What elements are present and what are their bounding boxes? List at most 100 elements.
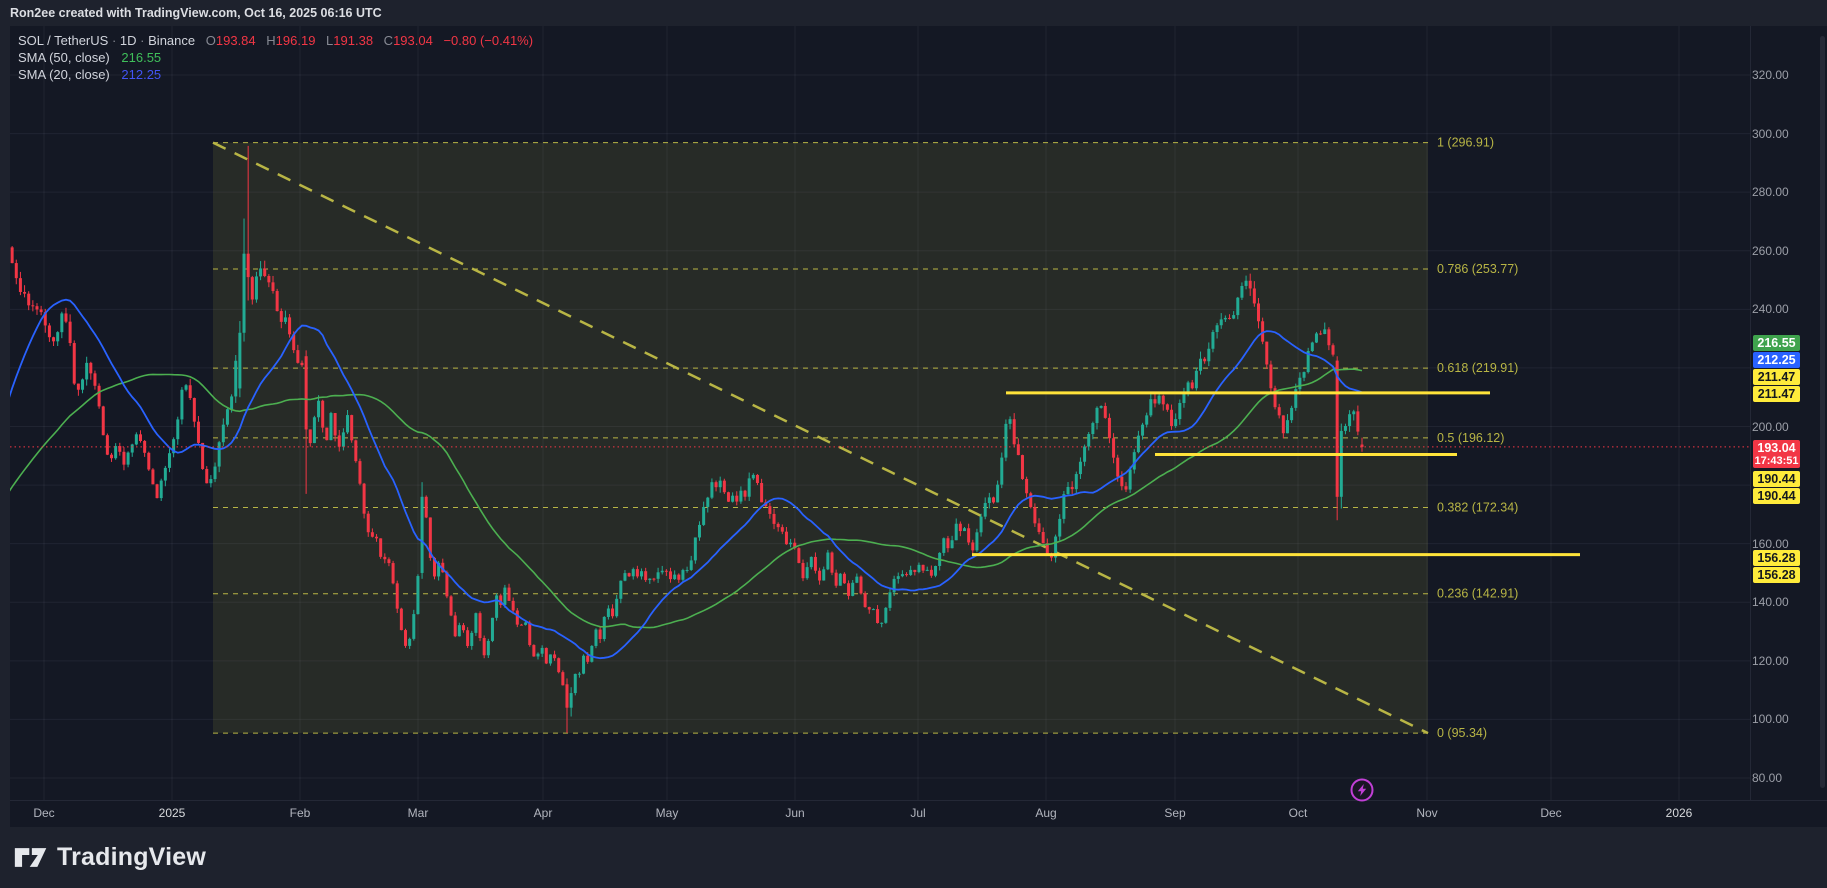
candle-body — [1170, 409, 1174, 426]
attribution-text: Ron2ee created with TradingView.com, Oct… — [10, 6, 382, 20]
candle-body — [308, 429, 312, 444]
legend-symbol-row[interactable]: SOL / TetherUS · 1D · Binance O193.84 H1… — [18, 33, 534, 48]
candle-body — [1265, 341, 1269, 365]
fib-trend-line[interactable] — [212, 141, 1429, 735]
candle-body — [1323, 329, 1327, 334]
candle-body — [250, 277, 254, 300]
candle-body — [399, 608, 403, 631]
sma20-line[interactable] — [8, 298, 1363, 660]
candle-body — [884, 607, 888, 623]
chart-pane[interactable] — [10, 26, 1827, 800]
price-line-label[interactable]: 212.25 — [1753, 352, 1800, 368]
candle-body — [350, 415, 354, 441]
price-line-label[interactable]: 211.47 — [1753, 386, 1800, 402]
candle-body — [143, 441, 147, 453]
time-axis-label[interactable]: Oct — [1288, 806, 1308, 820]
price-line-label[interactable]: 156.28 — [1753, 550, 1800, 566]
candle-body — [172, 439, 176, 454]
last-price-label[interactable]: 193.04 17:43:51 — [1753, 440, 1800, 468]
candle-body — [362, 483, 366, 514]
candle-body — [892, 578, 896, 593]
time-axis-label[interactable]: Feb — [289, 806, 311, 820]
candle-body — [1281, 415, 1285, 434]
ohlc-high-key: H — [266, 33, 276, 48]
time-axis-label[interactable]: 2025 — [158, 806, 186, 820]
candle-body — [776, 523, 780, 528]
candle-body — [950, 540, 954, 549]
candle-body — [47, 325, 51, 338]
interval-label[interactable]: 1D — [119, 33, 137, 48]
time-axis-label[interactable]: 2026 — [1665, 806, 1693, 820]
candle-body — [519, 624, 523, 626]
price-line-label[interactable]: 190.44 — [1753, 471, 1800, 487]
sma-lines[interactable] — [8, 298, 1363, 660]
price-line-label[interactable]: 211.47 — [1753, 369, 1800, 385]
candle-body — [428, 517, 432, 558]
time-axis-label[interactable]: Aug — [1035, 806, 1057, 820]
price-line-label[interactable]: 216.55 — [1753, 335, 1800, 351]
legend-sma50-row[interactable]: SMA (50, close) 216.55 — [18, 50, 533, 67]
lightning-icon[interactable] — [1350, 778, 1374, 802]
candle-body — [602, 616, 606, 639]
time-axis-label[interactable]: May — [655, 806, 679, 820]
candle-body — [1070, 486, 1074, 490]
ohlc-low-value: 191.38 — [333, 33, 374, 48]
price-line-label[interactable]: 190.44 — [1753, 488, 1800, 504]
fib-level-label: 1 (296.91) — [1437, 136, 1494, 150]
candle-body — [217, 442, 221, 467]
candle-body — [1294, 389, 1298, 408]
candle-body — [101, 406, 105, 436]
candle-body — [242, 253, 246, 333]
candle-body — [296, 350, 300, 363]
candle-body — [615, 598, 619, 617]
candle-body — [780, 527, 784, 532]
time-axis-label[interactable]: Mar — [407, 806, 429, 820]
candle-body — [1008, 419, 1012, 424]
fib-retracement-tool[interactable] — [212, 141, 1429, 735]
sma50-line[interactable] — [8, 368, 1363, 629]
candle-body — [1103, 405, 1107, 418]
candle-body — [664, 570, 668, 572]
exchange-label: Binance — [148, 33, 196, 48]
candle-body — [880, 622, 884, 624]
candle-body — [1033, 507, 1037, 524]
candle-body — [1029, 493, 1033, 508]
time-axis-label[interactable]: Jun — [785, 806, 805, 820]
candle-body — [1037, 523, 1041, 532]
scrollbar-thumb[interactable] — [1820, 36, 1825, 788]
candle-body — [1273, 388, 1277, 408]
candle-body — [180, 389, 184, 420]
time-axis-label[interactable]: Jul — [910, 806, 926, 820]
chart-legend[interactable]: SOL / TetherUS · 1D · Binance O193.84 H1… — [18, 33, 533, 84]
candle-body — [85, 362, 89, 380]
price-axis-label: 300.00 — [1752, 126, 1789, 141]
time-axis-label[interactable]: Dec — [33, 806, 55, 820]
candle-body — [1041, 531, 1045, 544]
symbol-name[interactable]: SOL / TetherUS — [18, 33, 109, 48]
price-line-label[interactable]: 156.28 — [1753, 567, 1800, 583]
candle-body — [669, 571, 673, 580]
candle-body — [329, 413, 333, 441]
candle-body — [1116, 457, 1120, 477]
candle-body — [254, 276, 258, 300]
candle-body — [317, 400, 321, 418]
time-axis-strip[interactable] — [10, 800, 1827, 827]
drawn-horizontal-lines[interactable] — [10, 391, 1750, 557]
time-axis-label[interactable]: Dec — [1540, 806, 1562, 820]
time-axis-label[interactable]: Nov — [1416, 806, 1438, 820]
time-axis-label[interactable]: Sep — [1164, 806, 1186, 820]
candle-body — [1352, 411, 1356, 415]
candle-body — [1165, 404, 1169, 410]
candle-body — [996, 484, 1000, 503]
time-axis-label[interactable]: Apr — [533, 806, 553, 820]
candle-body — [18, 278, 22, 292]
candle-body — [606, 608, 610, 617]
legend-sma20-row[interactable]: SMA (20, close) 212.25 — [18, 67, 533, 84]
sma20-label[interactable]: SMA (20, close) — [18, 67, 110, 82]
candle-body — [404, 630, 408, 646]
sma50-label[interactable]: SMA (50, close) — [18, 50, 110, 65]
candle-body — [155, 484, 159, 499]
candle-body — [929, 569, 933, 576]
ohlc-open-key: O — [205, 33, 216, 48]
